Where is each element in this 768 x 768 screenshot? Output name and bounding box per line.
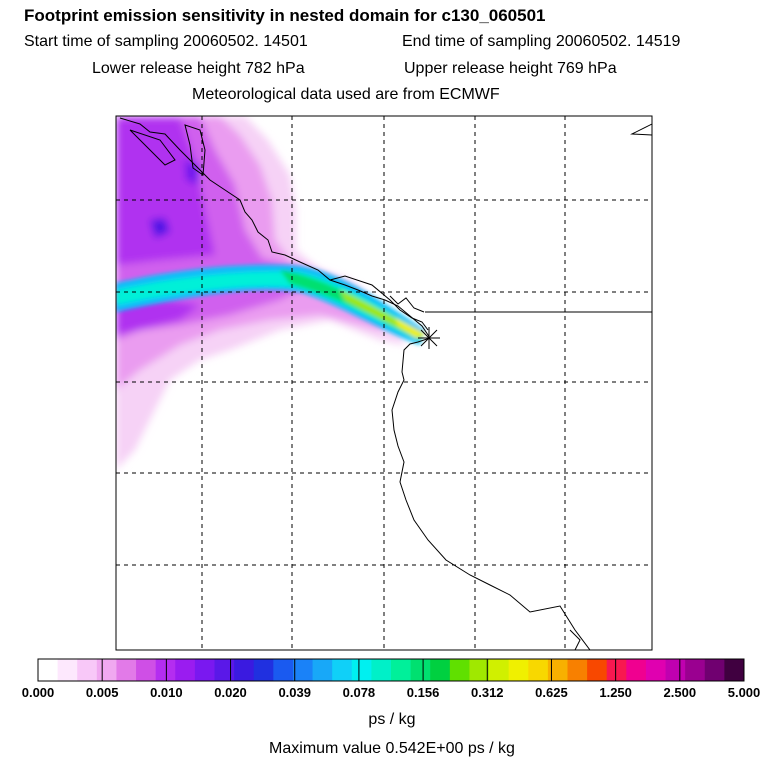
colorbar-unit: ps / kg	[368, 711, 416, 728]
colorbar-cell	[469, 659, 490, 681]
colorbar-cell	[567, 659, 588, 681]
colorbar-cell	[371, 659, 392, 681]
colorbar-cell	[57, 659, 78, 681]
met-data-label: Meteorological data used are from ECMWF	[192, 86, 500, 103]
colorbar-cell	[606, 659, 627, 681]
colorbar-cell	[489, 659, 510, 681]
upper-release-label: Upper release height 769 hPa	[404, 60, 617, 77]
colorbar-cell	[292, 659, 314, 681]
colorbar-tick-label: 0.010	[150, 685, 183, 700]
colorbar-tick-label: 0.625	[535, 685, 568, 700]
plume	[116, 264, 426, 345]
colorbar-cell	[155, 659, 176, 681]
colorbar-cell	[626, 659, 647, 681]
maximum-value: Maximum value 0.542E+00 ps / kg	[269, 740, 515, 757]
colorbar-tick-label: 0.156	[406, 685, 440, 700]
colorbar-cell	[645, 659, 667, 681]
colorbar-cell	[449, 659, 470, 681]
map-title: Footprint emission sensitivity in nested…	[24, 6, 546, 25]
map-frame	[115, 115, 653, 651]
colorbar-cell	[704, 659, 725, 681]
colorbar-cell	[253, 659, 274, 681]
colorbar-tick-label: 1.250	[599, 685, 632, 700]
colorbar-cell	[587, 659, 608, 681]
colorbar-cell	[194, 659, 215, 681]
start-time-label: Start time of sampling 20060502. 14501	[24, 33, 308, 50]
lower-release-label: Lower release height 782 hPa	[92, 60, 305, 77]
colorbar-cell	[136, 659, 157, 681]
colorbar-cell	[38, 659, 59, 681]
colorbar-cell	[724, 659, 745, 681]
colorbar-cell	[665, 659, 686, 681]
colorbar-cell	[214, 659, 235, 681]
colorbar-tick-label: 0.039	[278, 685, 311, 700]
colorbar-cell	[175, 659, 196, 681]
colorbar-cell	[410, 659, 431, 681]
colorbar-tick-label: 0.000	[21, 685, 55, 700]
colorbar-cell	[547, 659, 568, 681]
colorbar-cell	[77, 659, 98, 681]
colorbar-cell	[312, 659, 333, 681]
colorbar-tick-label: 0.312	[470, 685, 504, 700]
colorbar-cell	[508, 659, 529, 681]
colorbar-tick-label: 5.000	[727, 685, 761, 700]
colorbar-cell	[273, 659, 294, 681]
colorbar-cell	[351, 659, 372, 681]
colorbar-cell	[116, 659, 137, 681]
colorbar-cell	[430, 659, 451, 681]
colorbar-cell	[96, 659, 117, 681]
colorbar-cell	[332, 659, 353, 681]
star-icon	[418, 327, 440, 349]
colorbar-cell	[528, 659, 549, 681]
colorbar-cell	[234, 659, 255, 681]
colorbar-tick-label: 0.005	[85, 685, 119, 700]
coastline	[119, 117, 652, 650]
colorbar-cell	[391, 659, 412, 681]
colorbar-tick-label: 0.078	[342, 685, 376, 700]
grid-lines	[116, 116, 652, 650]
colorbar-tick-label: 2.500	[663, 685, 697, 700]
end-time-label: End time of sampling 20060502. 14519	[402, 33, 681, 50]
colorbar-cell	[685, 659, 706, 681]
colorbar-tick-label: 0.020	[214, 685, 247, 700]
